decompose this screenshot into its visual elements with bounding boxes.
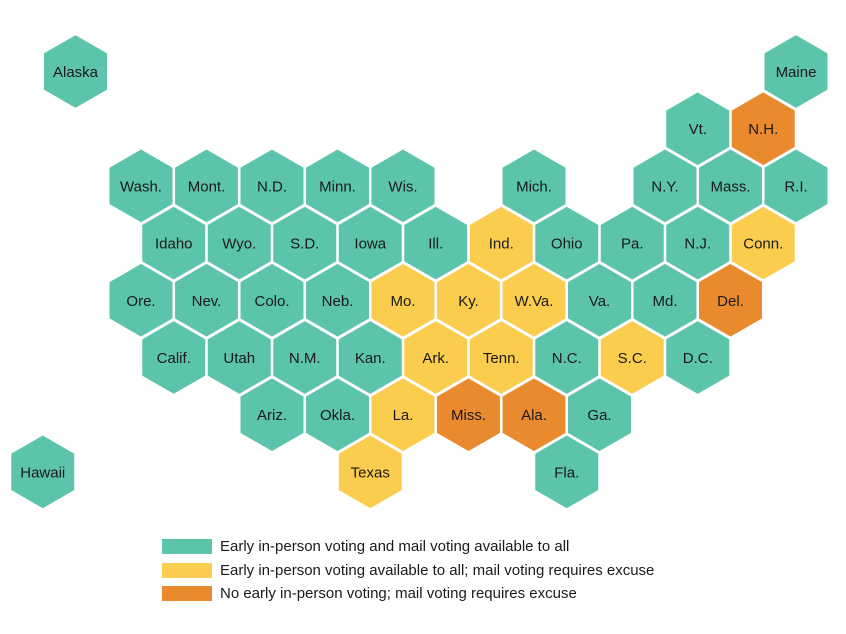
- state-label: N.M.: [289, 350, 321, 367]
- hex-tile: [9, 433, 77, 511]
- state-hex-ind: Ind.: [467, 204, 535, 282]
- state-label: Maine: [776, 64, 817, 81]
- state-hex-mont: Mont.: [173, 147, 240, 225]
- state-hex-wis: Wis.: [369, 147, 437, 225]
- state-label: Ind.: [489, 236, 514, 253]
- state-label: Okla.: [320, 407, 355, 424]
- hex-tile: [336, 433, 404, 511]
- state-label: Ky.: [458, 293, 479, 310]
- state-label: Hawaii: [20, 464, 65, 481]
- state-label: Alaska: [53, 64, 99, 81]
- state-label: Ark.: [422, 350, 449, 367]
- state-label: N.J.: [684, 236, 711, 253]
- legend-swatch-early-only: [162, 562, 212, 578]
- state-label: Ore.: [126, 293, 155, 310]
- state-label: Fla.: [554, 464, 579, 481]
- state-label: Calif.: [157, 350, 191, 367]
- hex-tile: [664, 318, 732, 397]
- state-label: Mo.: [390, 293, 415, 310]
- state-hex-colo: Colo.: [238, 261, 306, 339]
- state-label: Wash.: [120, 178, 162, 195]
- state-hex-wyo: Wyo.: [205, 204, 273, 282]
- state-hex-md: Md.: [631, 261, 699, 339]
- state-label: Utah: [223, 350, 255, 367]
- legend-label-early-only: Early in-person voting available to all;…: [220, 561, 655, 579]
- legend-swatch-none: [162, 586, 212, 602]
- hex-tile: [42, 32, 109, 111]
- state-hex-vt: Vt.: [664, 90, 732, 168]
- legend-label-none: No early in-person voting; mail voting r…: [220, 585, 577, 603]
- state-label: S.D.: [290, 236, 319, 253]
- legend-swatch-all-access: [162, 539, 212, 555]
- state-hex-calif: Calif.: [140, 318, 208, 397]
- legend-item-none: No early in-person voting; mail voting r…: [162, 582, 654, 606]
- state-hex-tenn: Tenn.: [467, 318, 535, 397]
- state-label: Idaho: [155, 236, 193, 253]
- state-label: W.Va.: [515, 293, 554, 310]
- state-label: N.Y.: [651, 178, 678, 195]
- state-label: Minn.: [319, 178, 356, 195]
- state-hex-okla: Okla.: [304, 376, 371, 454]
- state-label: N.H.: [748, 121, 778, 138]
- legend: Early in-person voting and mail voting a…: [162, 535, 654, 606]
- state-label: S.C.: [618, 350, 647, 367]
- state-label: Miss.: [451, 407, 486, 424]
- state-label: Del.: [717, 293, 744, 310]
- state-label: Colo.: [254, 293, 289, 310]
- state-label: Mich.: [516, 178, 552, 195]
- legend-label-all-access: Early in-person voting and mail voting a…: [220, 538, 570, 556]
- state-hex-n-d: N.D.: [238, 147, 306, 225]
- state-label: Ga.: [587, 407, 611, 424]
- state-hex-wash: Wash.: [107, 147, 175, 225]
- state-label: Ill.: [428, 236, 443, 253]
- state-label: Va.: [589, 293, 610, 310]
- state-label: N.C.: [552, 350, 582, 367]
- state-label: La.: [393, 407, 414, 424]
- state-label: Texas: [351, 464, 390, 481]
- state-label: Mass.: [710, 178, 750, 195]
- state-label: N.D.: [257, 178, 287, 195]
- state-label: Wis.: [388, 178, 417, 195]
- state-hex-d-c: D.C.: [664, 318, 732, 397]
- state-hex-ariz: Ariz.: [238, 376, 306, 454]
- state-hex-alaska: Alaska: [42, 32, 109, 111]
- state-label: Conn.: [743, 236, 783, 253]
- state-label: Iowa: [354, 236, 386, 253]
- state-hex-n-h: N.H.: [729, 90, 797, 168]
- state-label: Ala.: [521, 407, 547, 424]
- state-label: Wyo.: [222, 236, 256, 253]
- hex-tile: [533, 433, 601, 511]
- state-hex-hawaii: Hawaii: [9, 433, 77, 511]
- state-label: Neb.: [322, 293, 354, 310]
- state-hex-fla: Fla.: [533, 433, 601, 511]
- state-label: D.C.: [683, 350, 713, 367]
- state-label: Ohio: [551, 236, 583, 253]
- state-label: Ariz.: [257, 407, 287, 424]
- state-label: Kan.: [355, 350, 386, 367]
- state-hex-idaho: Idaho: [140, 204, 208, 282]
- legend-item-all-access: Early in-person voting and mail voting a…: [162, 535, 654, 559]
- state-hex-texas: Texas: [336, 433, 404, 511]
- state-label: Vt.: [689, 121, 707, 138]
- state-label: Mont.: [188, 178, 226, 195]
- state-label: Nev.: [192, 293, 222, 310]
- state-label: Pa.: [621, 236, 644, 253]
- state-label: R.I.: [784, 178, 807, 195]
- state-label: Md.: [652, 293, 677, 310]
- legend-item-early-only: Early in-person voting available to all;…: [162, 559, 654, 583]
- state-hex-w-va: W.Va.: [500, 261, 568, 339]
- state-label: Tenn.: [483, 350, 520, 367]
